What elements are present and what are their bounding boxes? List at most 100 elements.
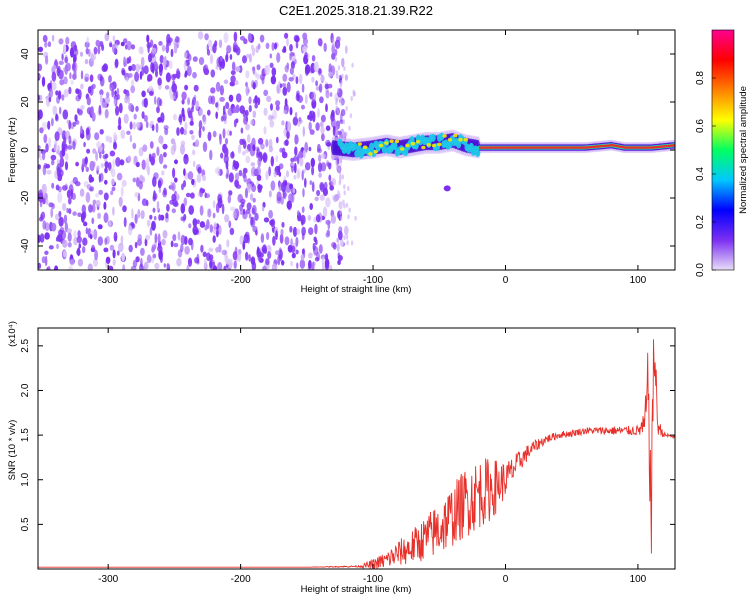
noise-mark [140, 56, 145, 68]
noise-mark [308, 227, 314, 236]
noise-mark [97, 236, 104, 246]
noise-mark [85, 47, 90, 55]
noise-mark [77, 89, 82, 100]
noise-mark [323, 181, 328, 191]
noise-mark [122, 205, 127, 213]
noise-mark [69, 47, 75, 58]
band-core-mark [456, 140, 462, 149]
noise-mark [39, 155, 43, 161]
noise-mark [294, 146, 298, 156]
noise-mark [289, 53, 292, 61]
noise-mark [112, 35, 116, 42]
noise-mark [104, 179, 108, 185]
noise-mark [345, 131, 348, 137]
band-peak-mark [542, 146, 545, 149]
noise-mark [141, 90, 146, 98]
noise-mark [328, 174, 332, 182]
noise-mark [132, 121, 136, 130]
noise-mark [219, 96, 225, 102]
noise-mark [244, 148, 249, 154]
band-peak-mark [537, 146, 539, 149]
noise-mark [150, 256, 155, 264]
noise-mark [39, 127, 44, 134]
band-peak-mark [489, 146, 492, 149]
noise-mark [286, 200, 292, 210]
noise-mark [214, 40, 218, 47]
noise-mark [135, 63, 140, 73]
noise-mark [302, 126, 305, 137]
noise-mark [136, 177, 140, 188]
noise-mark [275, 105, 280, 111]
noise-mark [189, 130, 194, 135]
noise-mark [313, 236, 317, 243]
noise-mark [180, 234, 186, 245]
noise-mark [336, 243, 340, 252]
noise-mark [130, 221, 135, 228]
noise-mark [292, 116, 299, 126]
band-peak-mark [545, 146, 547, 149]
band-peak-mark [426, 143, 431, 147]
noise-mark [239, 235, 244, 245]
noise-mark [158, 41, 163, 46]
noise-mark [151, 47, 157, 54]
noise-mark [123, 89, 128, 95]
noise-mark [296, 210, 300, 216]
noise-mark [184, 236, 188, 245]
noise-mark [351, 62, 354, 68]
noise-mark [129, 134, 133, 143]
noise-mark [277, 165, 281, 173]
noise-mark [254, 95, 258, 104]
noise-mark [186, 264, 190, 270]
noise-mark [243, 116, 248, 125]
noise-mark [44, 250, 49, 255]
noise-mark [329, 184, 335, 191]
spectrogram-y-tick-label: 20 [20, 96, 31, 108]
band-peak-mark [530, 146, 533, 149]
noise-mark [202, 251, 207, 258]
band-core-mark [352, 142, 358, 151]
band-peak-mark [673, 144, 675, 147]
band-peak-mark [496, 146, 498, 149]
spectrogram-x-tick-label: 0 [503, 275, 509, 286]
noise-mark [269, 119, 275, 128]
noise-mark [265, 258, 270, 266]
noise-mark [41, 76, 46, 87]
spectrogram-y-tick-label: -40 [20, 238, 31, 253]
band-peak-mark [534, 146, 537, 149]
band-peak-mark [437, 142, 442, 147]
band-peak-mark [641, 146, 644, 149]
band-peak-mark [632, 146, 635, 149]
noise-mark [328, 83, 333, 89]
noise-mark [68, 265, 74, 270]
band-peak-mark [550, 146, 553, 149]
snr-background [38, 328, 675, 569]
noise-mark [104, 161, 109, 169]
band-peak-mark [541, 146, 543, 149]
band-peak-mark [655, 146, 657, 149]
noise-mark [252, 197, 256, 203]
noise-mark [245, 155, 251, 164]
noise-mark [80, 125, 83, 134]
colorbar-tick-label: 0.0 [695, 263, 706, 277]
noise-mark [222, 111, 227, 122]
noise-mark [256, 73, 261, 80]
noise-mark [228, 172, 234, 183]
band-peak-mark [479, 146, 481, 149]
band-peak-mark [559, 146, 562, 149]
colorbar: 0.0 0.2 0.4 0.6 0.8 Normalized spectral ampl… [695, 29, 749, 277]
noise-mark [75, 161, 79, 167]
noise-mark [127, 95, 130, 104]
noise-mark [85, 192, 91, 203]
noise-mark [83, 157, 88, 168]
band-peak-mark [547, 146, 550, 149]
noise-mark [242, 211, 248, 220]
noise-mark [98, 189, 103, 195]
noise-mark [309, 129, 315, 135]
noise-mark [250, 166, 257, 177]
noise-mark [112, 206, 115, 216]
noise-mark [284, 32, 289, 39]
noise-mark [155, 69, 158, 78]
noise-mark [335, 100, 338, 106]
noise-mark [128, 244, 133, 253]
band-peak-mark [603, 144, 606, 148]
